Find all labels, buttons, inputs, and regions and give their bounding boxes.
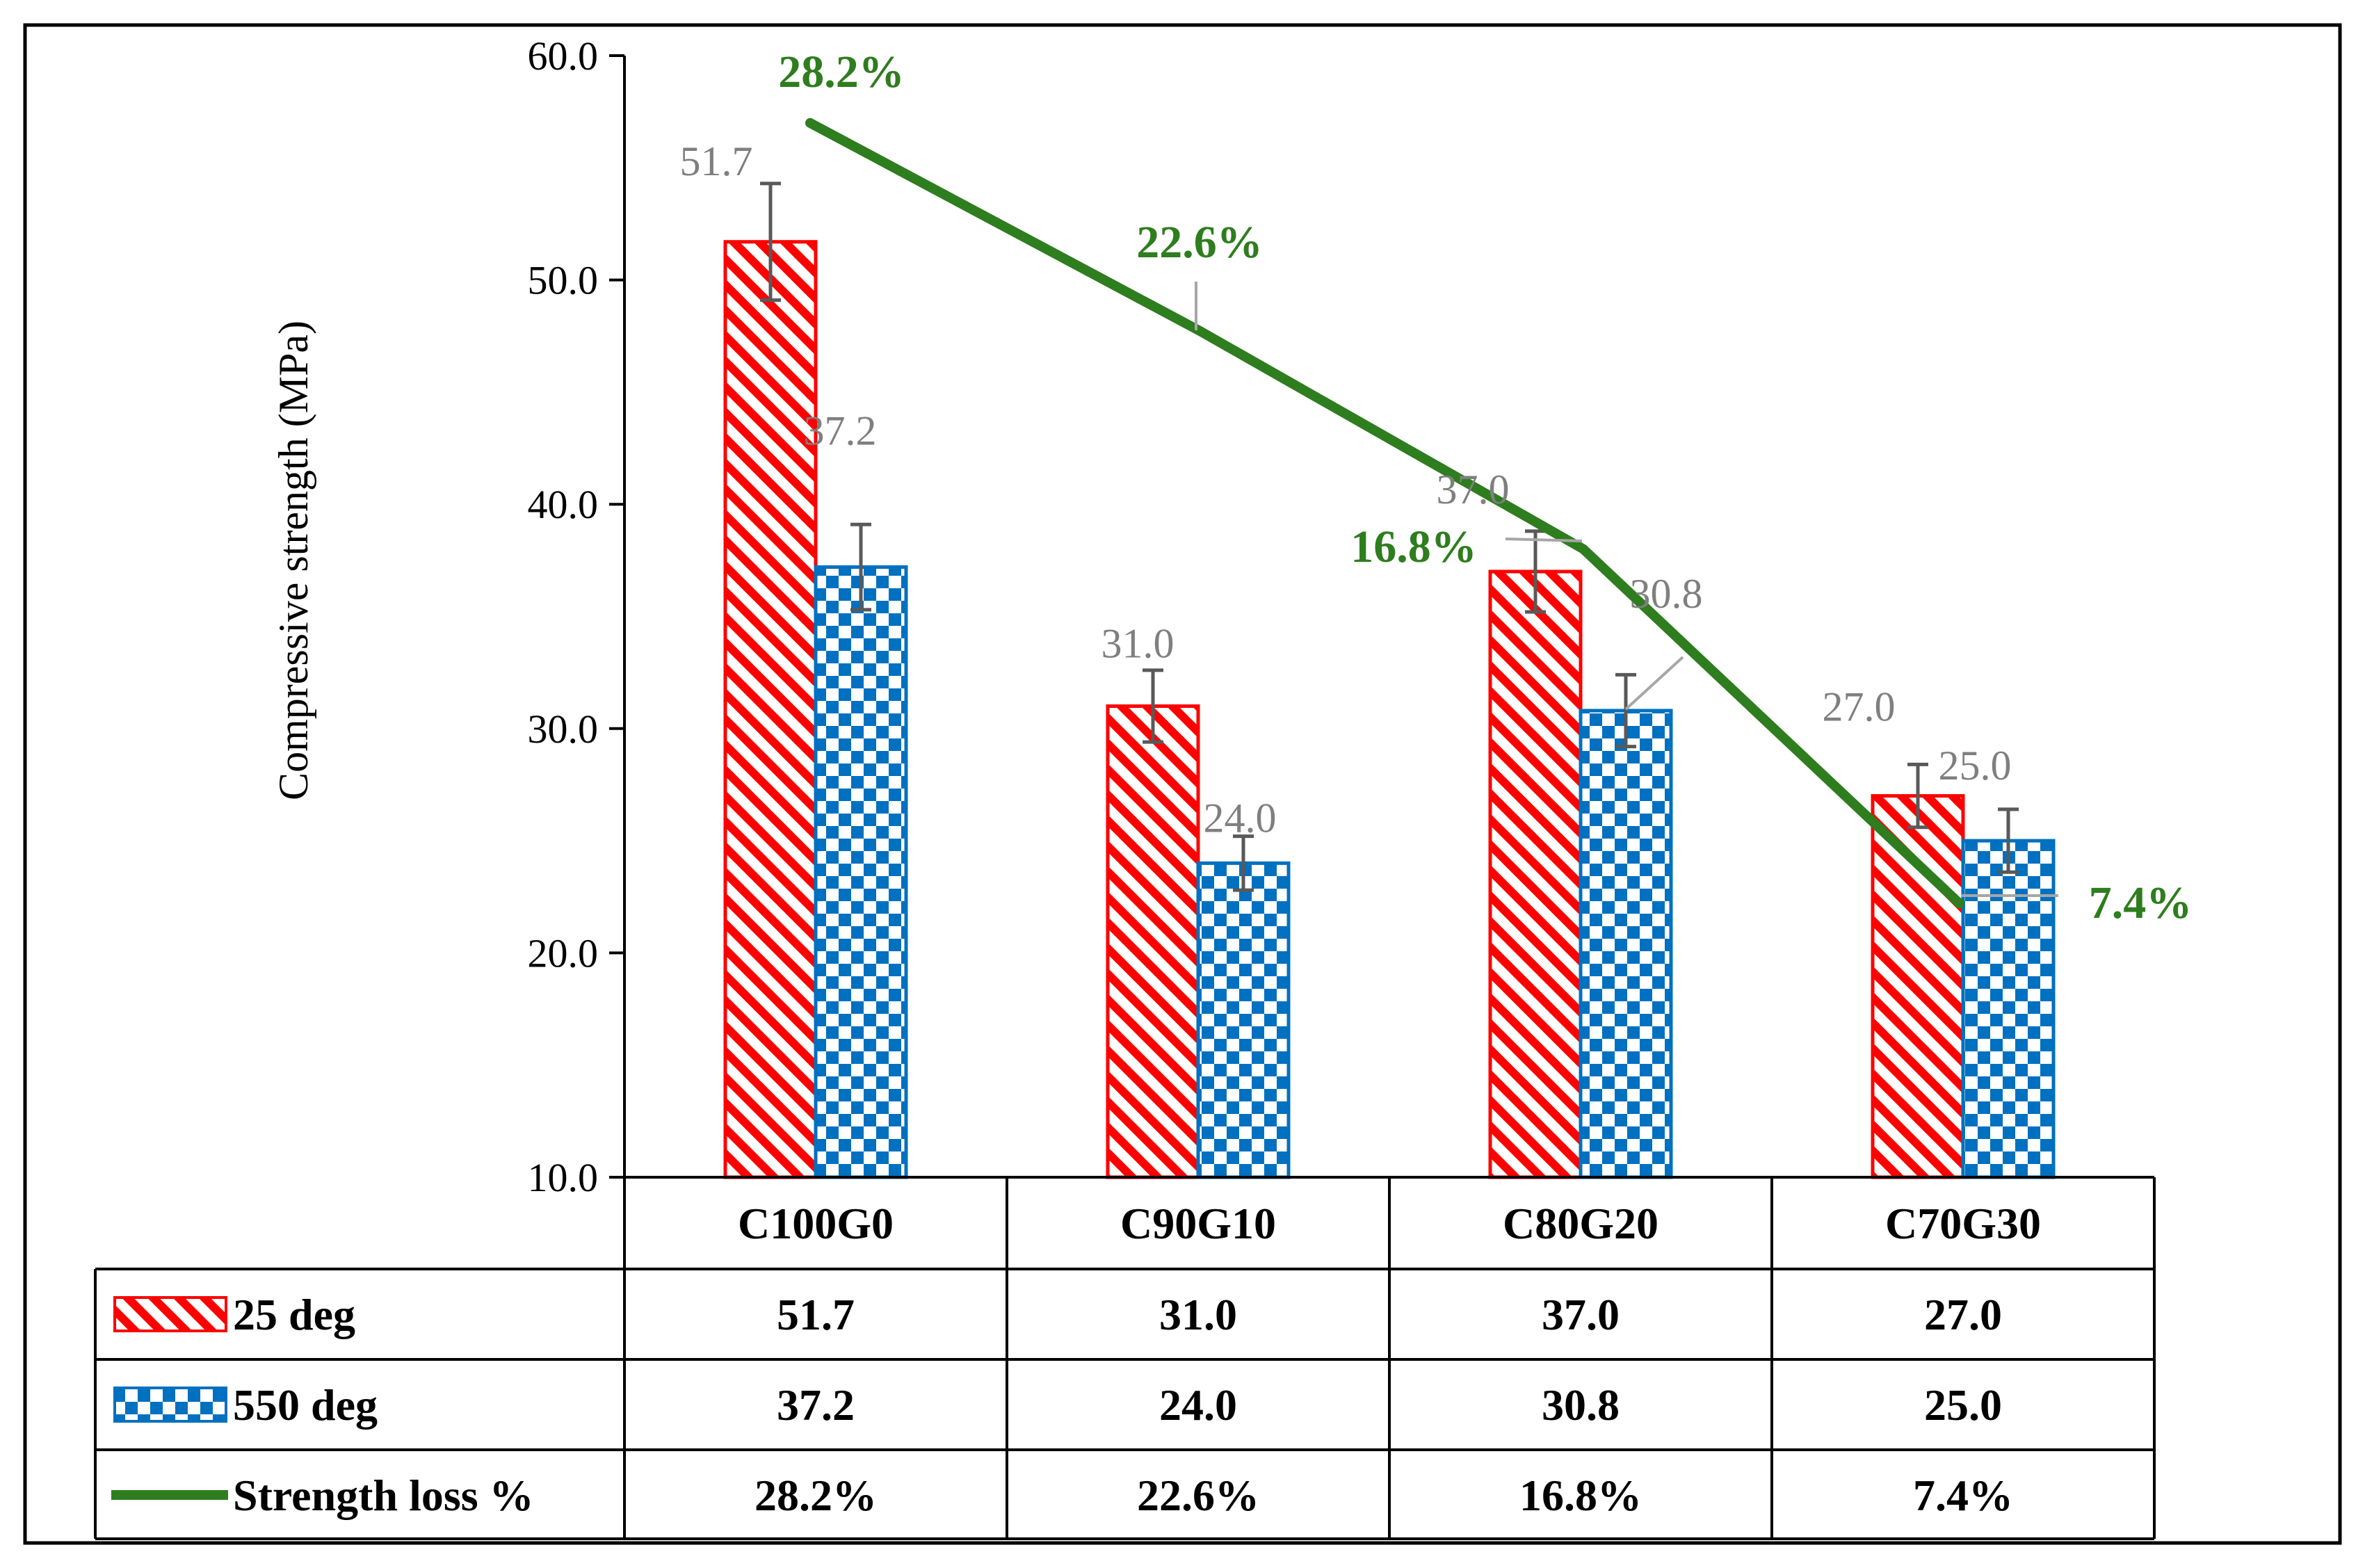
table-cell: 37.0 (1542, 1290, 1620, 1339)
chart-border (23, 23, 2342, 1545)
bar-550-deg-C80G20 (1579, 709, 1673, 1179)
y-tick-label: 20.0 (528, 930, 599, 976)
legend-label: 25 deg (233, 1290, 355, 1339)
data-label-25-deg: 37.0 (1437, 467, 1510, 512)
data-label-550-deg: 25.0 (1939, 743, 2012, 789)
y-tick-label: 30.0 (528, 706, 599, 752)
loss-line-layer (805, 118, 1964, 909)
category-label: C100G0 (738, 1199, 894, 1248)
bar-25-deg-C80G20 (1488, 569, 1583, 1179)
data-label-550-deg: 30.8 (1630, 571, 1703, 617)
y-tick-label: 50.0 (528, 258, 599, 303)
strength-loss-label: 22.6% (1136, 217, 1263, 268)
strength-loss-label: 16.8% (1350, 522, 1477, 572)
legend-key-550-deg (113, 1387, 227, 1423)
data-table: C100G0 C90G10 C80G20 C70G30 25 deg 51.7 31.0 37… (94, 1176, 2156, 1540)
data-label-550-deg: 24.0 (1204, 795, 1277, 841)
bar-550-deg-C90G10 (1196, 861, 1291, 1179)
table-cell: 28.2% (754, 1471, 877, 1520)
error-bars-layer (760, 181, 2019, 892)
category-label: C70G30 (1885, 1199, 2041, 1248)
table-cell: 31.0 (1159, 1290, 1237, 1339)
category-label: C80G20 (1503, 1199, 1658, 1248)
category-label: C90G10 (1120, 1199, 1276, 1248)
y-tick-label: 60.0 (528, 33, 599, 79)
axes-layer: 60.0 50.0 40.0 30.0 20.0 10.0 (528, 33, 626, 1200)
bar-25-deg-C100G0 (723, 240, 818, 1179)
strength-loss-line (805, 118, 1964, 909)
legend-key-25-deg (113, 1296, 227, 1332)
table-cell: 30.8 (1542, 1380, 1620, 1430)
y-tick-label: 40.0 (528, 482, 599, 527)
y-tick-label: 10.0 (528, 1155, 599, 1200)
table-cell: 16.8% (1519, 1471, 1642, 1520)
bar-25-deg-C90G10 (1106, 704, 1200, 1179)
bar-25-deg-C70G30 (1871, 794, 1965, 1179)
leader-line (1624, 656, 1684, 711)
data-labels-layer: 51.7 37.2 31.0 24.0 37.0 30.8 27.0 25.0 28.2% 22.… (680, 47, 2193, 928)
leader-line (1505, 538, 1583, 542)
table-cell: 27.0 (1924, 1290, 2002, 1339)
y-axis-title: Compressive strength (MPa) (271, 321, 316, 800)
bar-550-deg-C100G0 (814, 565, 908, 1179)
table-cell: 37.2 (777, 1380, 855, 1430)
legend-label: Strength loss % (233, 1471, 534, 1520)
data-label-25-deg: 51.7 (680, 138, 753, 184)
data-label-25-deg: 31.0 (1101, 621, 1175, 667)
table-cell: 51.7 (777, 1290, 855, 1339)
legend-label: 550 deg (233, 1380, 378, 1430)
table-cell: 7.4% (1913, 1471, 2013, 1520)
table-cell: 25.0 (1924, 1380, 2002, 1430)
table-cell: 22.6% (1137, 1471, 1259, 1520)
strength-loss-label: 7.4% (2089, 878, 2193, 928)
bar-550-deg-C70G30 (1961, 839, 2056, 1179)
data-label-550-deg: 37.2 (804, 408, 877, 454)
data-label-25-deg: 27.0 (1823, 684, 1896, 730)
strength-loss-label: 28.2% (778, 47, 905, 97)
table-cell: 24.0 (1159, 1380, 1237, 1430)
